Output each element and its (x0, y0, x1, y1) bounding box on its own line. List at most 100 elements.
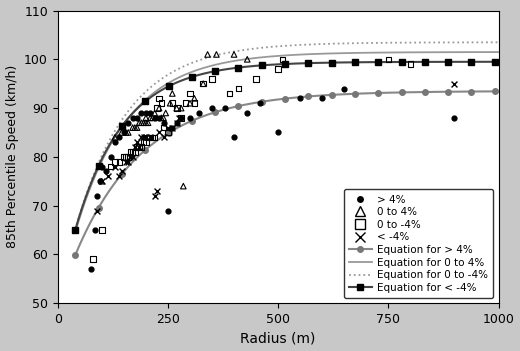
Point (96, 178, 104, 184)
Point (107, 154, 115, 160)
Point (139, 134, 148, 140)
Point (98, 178, 106, 184)
Point (122, 154, 130, 160)
Point (190, 95, 199, 101)
Point (135, 144, 144, 150)
Point (186, 91, 194, 96)
Point (144, 134, 152, 140)
Point (102, 169, 110, 174)
Point (120, 130, 128, 135)
Point (93, 208, 101, 213)
Point (243, 110, 251, 116)
Point (153, 188, 161, 194)
Point (142, 115, 150, 121)
Point (148, 134, 157, 140)
Point (142, 120, 150, 126)
Point (168, 100, 176, 106)
Point (155, 130, 163, 135)
Point (166, 100, 174, 106)
Legend: > 4%, 0 to 4%, 0 to -4%, < -4%, Equation for > 4%, Equation for 0 to 4%, Equatio: > 4%, 0 to 4%, 0 to -4%, < -4%, Equation… (344, 189, 493, 298)
X-axis label: Radius (m): Radius (m) (240, 331, 316, 345)
Point (212, 52, 220, 57)
Point (199, 81, 207, 86)
Point (131, 149, 139, 155)
Point (133, 139, 141, 145)
Point (164, 125, 172, 131)
Point (128, 154, 137, 160)
Point (173, 105, 181, 111)
Point (230, 52, 238, 57)
Point (177, 115, 185, 121)
Point (256, 100, 265, 106)
Point (173, 120, 181, 126)
Point (150, 193, 159, 199)
Point (159, 115, 167, 121)
Point (157, 115, 165, 121)
Point (146, 134, 154, 140)
Point (252, 76, 260, 82)
Point (208, 76, 216, 82)
Point (124, 154, 133, 160)
Point (126, 149, 135, 155)
Point (120, 154, 128, 160)
Point (164, 208, 172, 213)
Point (131, 125, 139, 131)
Point (128, 115, 137, 121)
Point (146, 110, 154, 116)
Point (135, 144, 144, 150)
Point (194, 110, 203, 116)
Point (278, 57, 287, 62)
Point (131, 144, 139, 150)
Point (150, 134, 159, 140)
Point (137, 144, 146, 150)
Point (133, 144, 141, 150)
Point (168, 125, 176, 131)
Point (164, 130, 172, 135)
Point (104, 173, 112, 179)
Point (107, 164, 115, 170)
Point (137, 120, 146, 126)
Point (179, 183, 188, 189)
Point (450, 81, 459, 86)
Point (93, 193, 101, 199)
Point (142, 110, 150, 116)
Point (128, 149, 137, 155)
Point (137, 110, 146, 116)
Point (118, 169, 126, 174)
Point (150, 115, 159, 121)
Point (159, 125, 167, 131)
Point (203, 52, 212, 57)
Point (137, 134, 146, 140)
Point (111, 164, 119, 170)
Point (177, 105, 185, 111)
Point (91, 227, 99, 233)
Point (296, 95, 304, 101)
Point (221, 105, 229, 111)
Point (128, 125, 137, 131)
Point (124, 130, 133, 135)
Point (133, 125, 141, 131)
Point (190, 100, 199, 106)
Point (450, 115, 459, 121)
Point (199, 81, 207, 86)
Point (162, 110, 170, 116)
Point (173, 105, 181, 111)
Point (208, 105, 216, 111)
Point (111, 159, 119, 165)
Point (384, 57, 393, 62)
Point (115, 173, 124, 179)
Point (133, 115, 141, 121)
Point (168, 125, 176, 131)
Point (243, 57, 251, 62)
Point (226, 91, 234, 96)
Point (406, 61, 414, 67)
Point (159, 134, 167, 140)
Point (274, 66, 282, 72)
Point (175, 115, 183, 121)
Point (144, 120, 152, 126)
Point (148, 115, 157, 121)
Point (181, 100, 190, 106)
Point (230, 134, 238, 140)
Point (111, 134, 119, 140)
Point (111, 139, 119, 145)
